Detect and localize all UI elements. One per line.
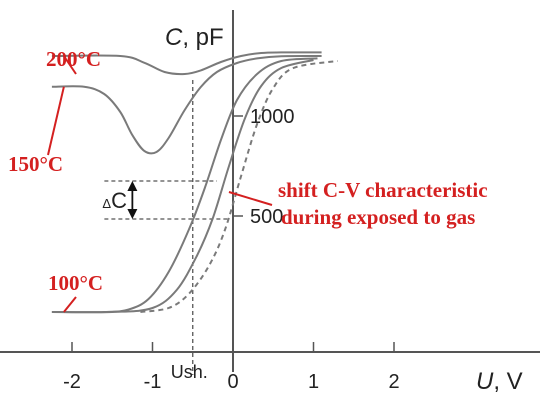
y-ticks: 500 1000: [233, 106, 295, 228]
curves: [51, 51, 338, 314]
guides: [104, 80, 229, 375]
t200-label: 200°C: [46, 47, 101, 71]
x-tick-label: 2: [388, 371, 399, 393]
x-tick-label: 0: [227, 371, 238, 393]
delta-c-letter: C: [111, 188, 127, 213]
y-tick-label: 500: [250, 206, 283, 228]
t100-leader: [63, 296, 77, 313]
delta-c-arrowhead-down: [127, 209, 138, 219]
ush-label: Ush.: [171, 362, 208, 382]
t150-leader: [47, 86, 65, 156]
cv-curve-1: [51, 51, 322, 76]
t150-label: 150°C: [8, 152, 63, 176]
y-axis-title: C, pF: [165, 24, 224, 51]
x-tick-label: -1: [144, 371, 162, 393]
axes: [0, 10, 540, 372]
delta-c-arrowhead-up: [127, 181, 138, 191]
y-tick-label: 1000: [250, 106, 295, 128]
x-ticks: -2 -1 0 1 2: [63, 342, 400, 393]
cv-curve-5: [140, 60, 338, 313]
delta-c-symbol: Δ: [102, 196, 111, 211]
cv-curve-2: [51, 54, 322, 155]
x-axis-title: U, V: [476, 368, 523, 395]
delta-c-label: ΔC: [102, 188, 127, 213]
t200-leader: [63, 55, 77, 75]
shift-label-line2: during exposed to gas: [281, 205, 475, 229]
shift-leader: [228, 191, 273, 206]
annotations: 200°C 150°C 100°C shift C-V characteristic d…: [8, 47, 488, 382]
x-tick-label: -2: [63, 371, 81, 393]
cv-curve-3: [51, 57, 318, 314]
shift-label-line1: shift C-V characteristic: [278, 178, 488, 202]
cv-curve-4: [51, 59, 314, 314]
t100-label: 100°C: [48, 271, 103, 295]
x-tick-label: 1: [308, 371, 319, 393]
